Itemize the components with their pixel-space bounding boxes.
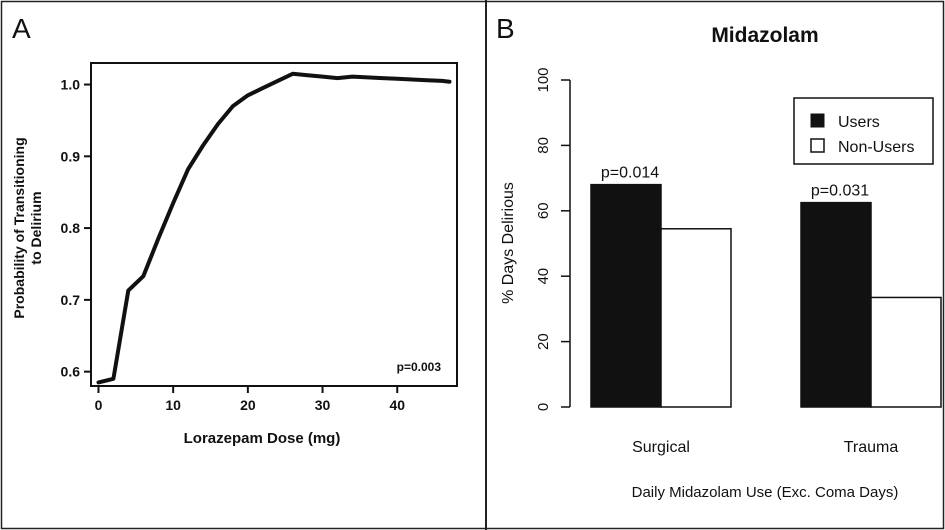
legend-label-non-users: Non-Users [838,139,914,156]
panel-b-y-tick-label: 80 [535,137,552,154]
category-label-surgical: Surgical [632,439,690,456]
panel-a-series-line [96,71,452,385]
panel-a-plot-area [90,62,458,387]
panel-a-y-axis: 0.6 0.7 0.8 0.9 1.0 [61,77,91,380]
panel-b-x-axis-label: Daily Midazolam Use (Exc. Coma Days) [632,484,899,501]
panel-b-label: B [496,13,515,44]
panel-a-y-tick-label: 0.6 [61,364,81,380]
legend-swatch-non-users [810,138,825,153]
legend-swatch-users [810,113,825,128]
panel-a-x-tick-label: 20 [240,397,256,413]
panel-a-x-tick-label: 30 [315,397,331,413]
panel-b-y-tick-label: 20 [535,333,552,350]
panel-a-y-tick-label: 0.8 [61,220,81,236]
panel-b-bars [590,183,942,408]
panel-b-title: Midazolam [711,24,818,47]
panel-a-y-axis-label-line2: to Delirium [28,191,44,264]
bar-non-users-trauma [870,296,942,408]
bar-non-users-surgical [660,228,732,408]
panel-a-x-axis: 0 10 20 30 40 [95,386,405,413]
panel-a-label: A [12,13,31,44]
bar-users-trauma [800,201,872,408]
panel-b-category-labels: Surgical Trauma [632,439,898,456]
legend-label-users: Users [838,114,880,131]
panel-b-y-tick-label: 0 [535,403,552,411]
bar-users-surgical [590,183,662,408]
panel-b-chart: Midazolam 0 20 40 60 80 100 p=0.014 p=0.031 Su… [500,24,942,501]
panel-a-x-tick-label: 40 [389,397,405,413]
panel-b-y-tick-label: 60 [535,202,552,219]
p-value-surgical: p=0.014 [601,165,659,182]
panel-b-p-values: p=0.014 p=0.031 [601,165,869,200]
panel-a-x-tick-label: 0 [95,397,103,413]
legend-box [793,97,934,165]
panel-a-x-tick-label: 10 [165,397,181,413]
panel-a-y-tick-label: 1.0 [61,77,81,93]
panel-a-y-tick-label: 0.9 [61,148,81,164]
panel-b-y-tick-label: 100 [535,67,552,92]
p-value-trauma: p=0.031 [811,183,869,200]
panel-a-chart: 0 10 20 30 40 0.6 0.7 0.8 0.9 1.0 p=0.003 Loraze… [11,62,458,447]
panel-a-x-axis-label: Lorazepam Dose (mg) [184,430,341,447]
panel-b-y-tick-label: 40 [535,268,552,285]
panel-a-y-axis-label-line1: Probability of Transitioning [11,137,27,318]
panel-b-y-axis: 0 20 40 60 80 100 [535,67,570,411]
panel-a-y-tick-label: 0.7 [61,292,81,308]
category-label-trauma: Trauma [844,439,899,456]
panel-b-y-axis-label: % Days Delirious [500,182,517,304]
panel-b-legend: Users Non-Users [793,97,934,165]
panel-a-p-value: p=0.003 [397,360,442,374]
